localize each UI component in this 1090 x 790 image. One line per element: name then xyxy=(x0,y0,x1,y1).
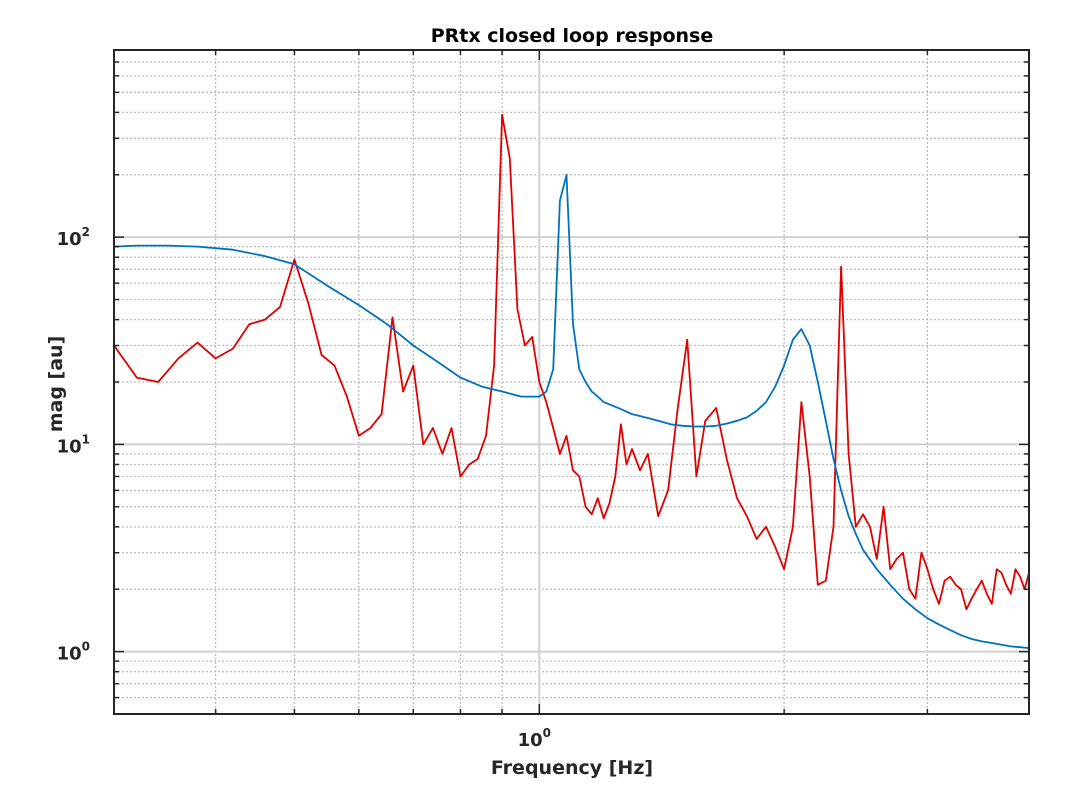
series-layer xyxy=(113,113,1030,649)
major-grid xyxy=(114,50,1029,714)
x-tick-label: 100 xyxy=(518,726,551,751)
y-tick-label: 102 xyxy=(57,225,90,250)
tick-labels: 100 100 101 102 xyxy=(57,225,551,751)
measured-response-line xyxy=(113,113,1030,611)
y-tick-label: 101 xyxy=(57,432,90,457)
plot-frame xyxy=(113,49,1030,715)
model-response-line xyxy=(113,173,1030,649)
y-axis-label: mag [au] xyxy=(45,336,67,433)
x-axis-label: Frequency [Hz] xyxy=(491,757,653,779)
chart-title: PRtx closed loop response xyxy=(431,25,714,47)
y-tick-label: 100 xyxy=(57,640,90,665)
